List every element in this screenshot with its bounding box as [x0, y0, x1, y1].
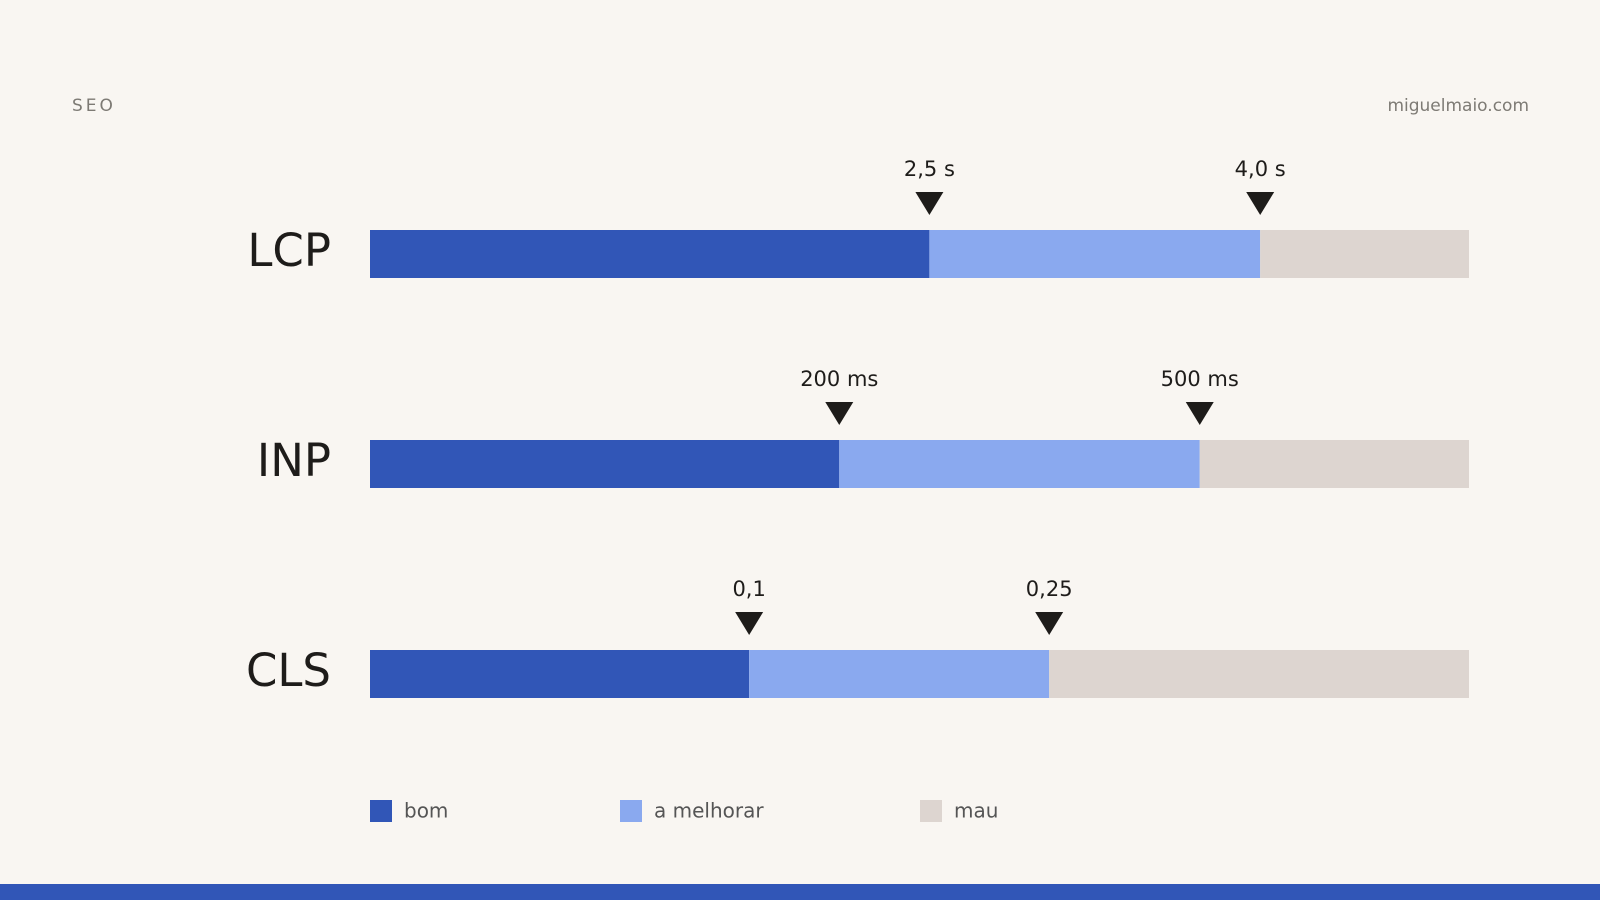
- section-label: SEO: [72, 96, 116, 116]
- threshold-marker: [825, 402, 854, 425]
- threshold-label: 200 ms: [800, 367, 878, 391]
- bar-segment: [1199, 440, 1469, 488]
- legend-label: bom: [404, 799, 448, 823]
- footer-bar: [0, 884, 1600, 900]
- threshold-marker: [735, 612, 764, 635]
- site-label: miguelmaio.com: [1387, 96, 1529, 116]
- bar-segment: [1049, 650, 1469, 698]
- legend-label: a melhorar: [654, 799, 764, 823]
- threshold-marker: [1035, 612, 1064, 635]
- bar-segment: [929, 230, 1261, 278]
- threshold-label: 0,25: [1026, 577, 1073, 601]
- bar-segment: [370, 440, 840, 488]
- bar-segment: [839, 440, 1200, 488]
- metric-label: CLS: [246, 644, 331, 697]
- bar-segment: [370, 230, 930, 278]
- bar-segment: [749, 650, 1050, 698]
- threshold-marker: [1246, 192, 1275, 215]
- legend-swatch: [920, 800, 942, 822]
- threshold-label: 500 ms: [1161, 367, 1239, 391]
- threshold-label: 4,0 s: [1235, 157, 1286, 181]
- legend-swatch: [370, 800, 392, 822]
- metric-label: INP: [257, 434, 331, 487]
- bar-segment: [1260, 230, 1469, 278]
- bar-segment: [370, 650, 750, 698]
- threshold-marker: [1185, 402, 1214, 425]
- legend-label: mau: [954, 799, 998, 823]
- metric-label: LCP: [247, 224, 331, 277]
- legend-swatch: [620, 800, 642, 822]
- threshold-label: 0,1: [732, 577, 765, 601]
- threshold-label: 2,5 s: [904, 157, 955, 181]
- threshold-marker: [915, 192, 944, 215]
